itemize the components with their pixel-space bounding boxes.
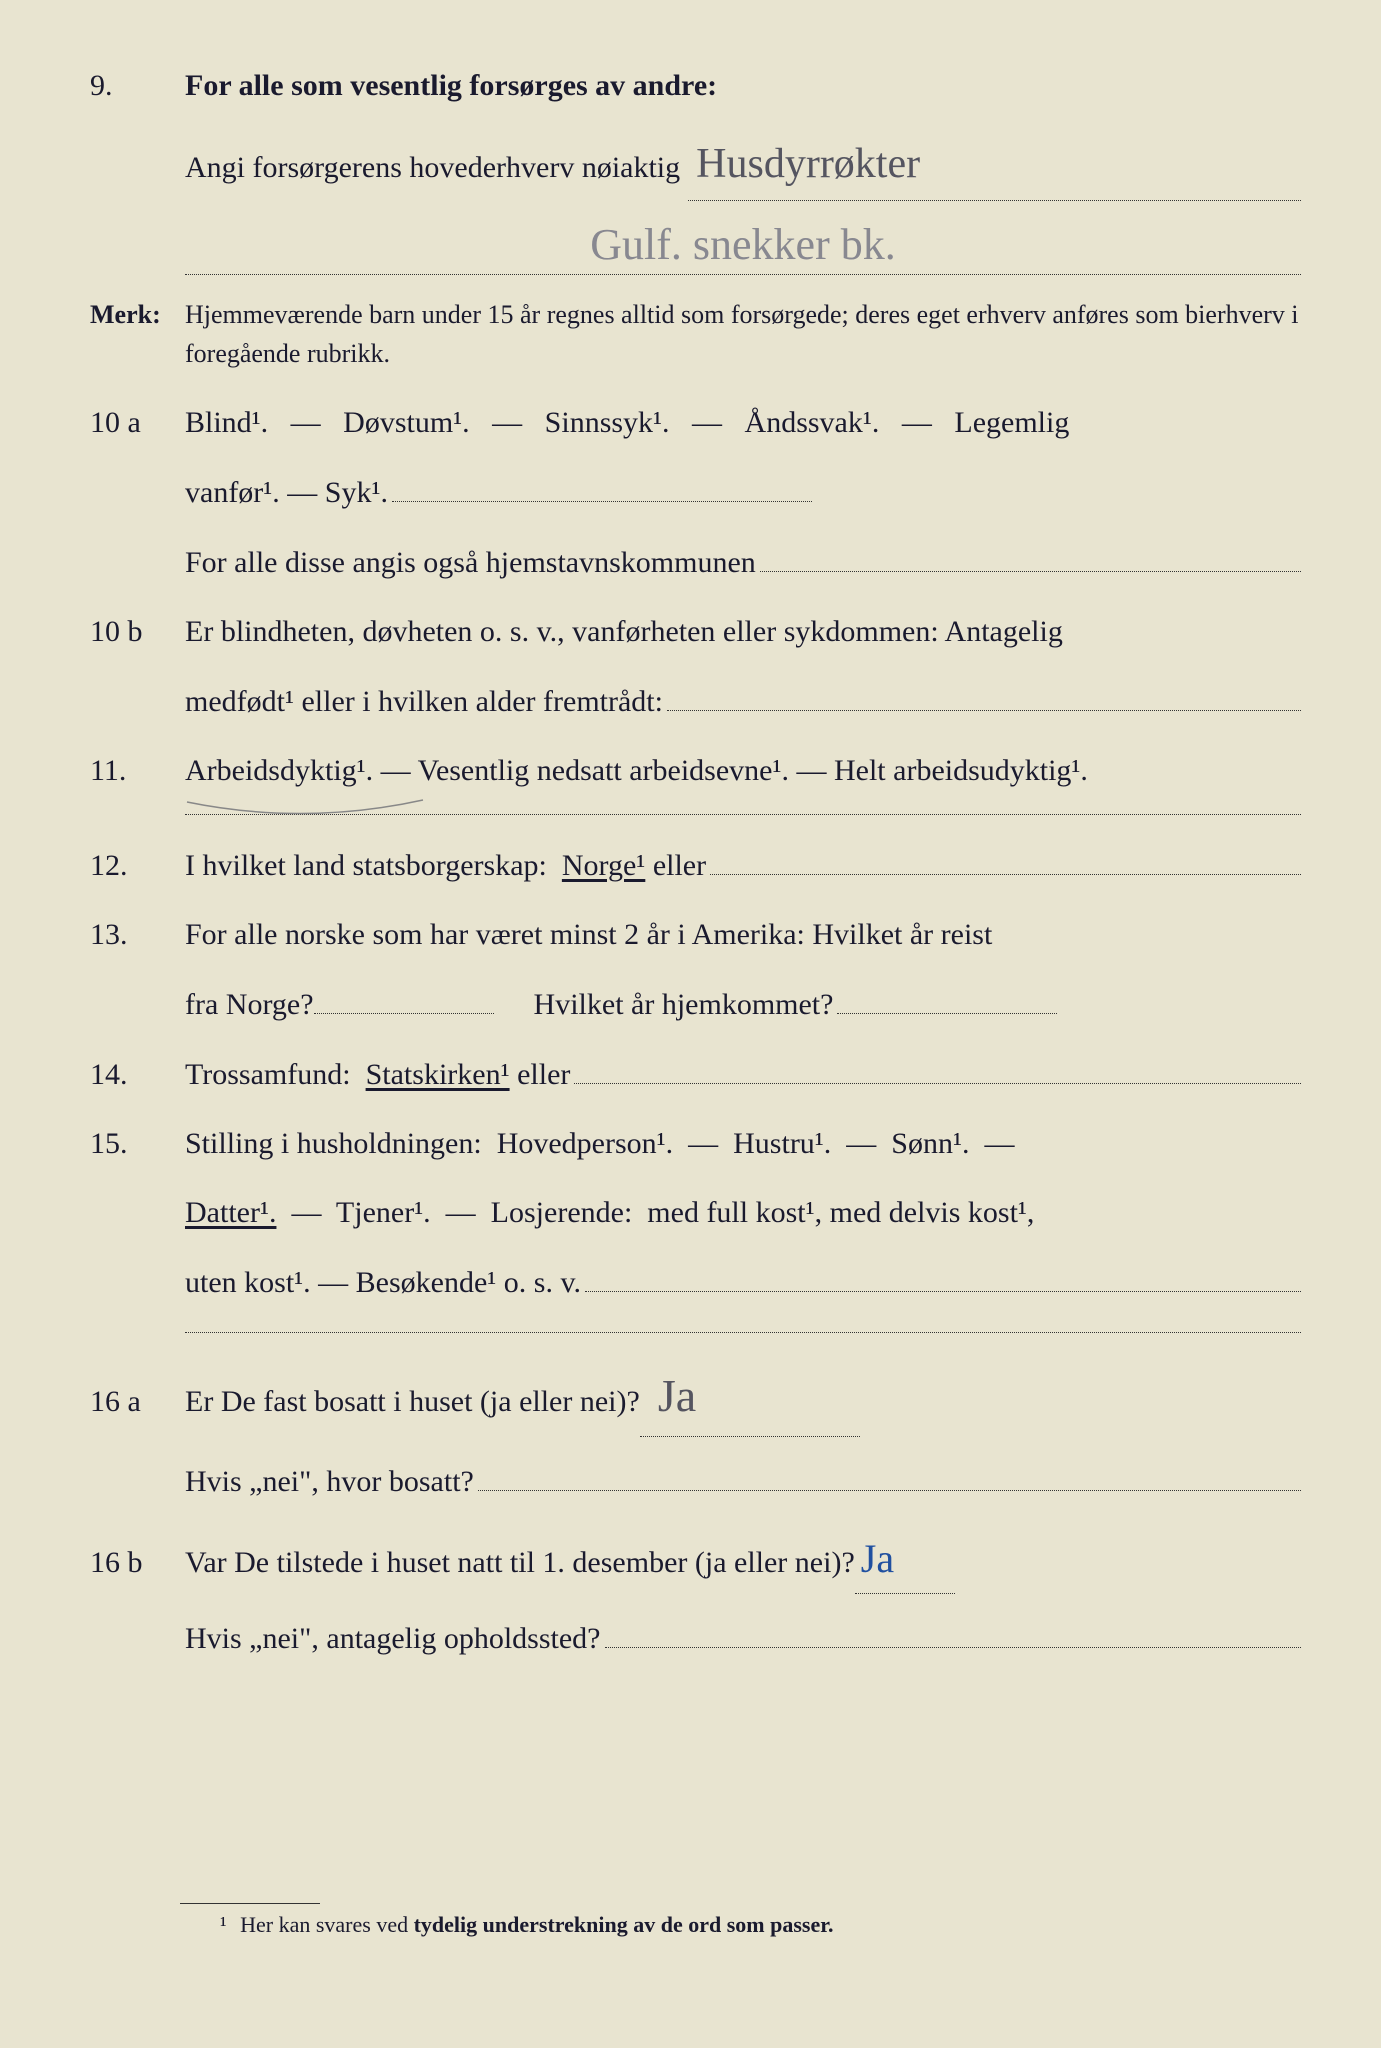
q12-number: 12. — [90, 840, 185, 891]
q15-number: 15. — [90, 1118, 185, 1169]
q14-blank — [574, 1048, 1301, 1084]
q16a-line2: Hvis „nei", hvor bosatt? — [185, 1456, 474, 1507]
q16b-row2: Hvis „nei", antagelig opholdssted? — [90, 1612, 1301, 1664]
q16b-number: 16 b — [90, 1537, 185, 1588]
q14-underlined: Statskirken¹ — [366, 1049, 510, 1100]
q13-line2b: Hvilket år hjemkommet? — [534, 979, 834, 1030]
q13-row1: 13. For alle norske som har været minst … — [90, 909, 1301, 960]
q16b-row1: 16 b Var De tilstede i huset natt til 1.… — [90, 1525, 1301, 1594]
q15-line2-rest: — Tjener¹. — Losjerende: med full kost¹,… — [276, 1196, 1034, 1229]
merk-text: Hjemmeværende barn under 15 år regnes al… — [185, 295, 1301, 373]
q10b-row1: 10 b Er blindheten, døvheten o. s. v., v… — [90, 606, 1301, 657]
q16b-blank — [605, 1612, 1302, 1648]
q9-row2: Angi forsørgerens hovederhverv nøiaktig … — [90, 129, 1301, 201]
q16a-row1: 16 a Er De fast bosatt i huset (ja eller… — [90, 1357, 1301, 1436]
q16b-line2: Hvis „nei", antagelig opholdssted? — [185, 1613, 601, 1664]
q15-row1: 15. Stilling i husholdningen: Hovedperso… — [90, 1118, 1301, 1169]
q9-row1: 9. For alle som vesentlig forsørges av a… — [90, 60, 1301, 111]
q10b-line1: Er blindheten, døvheten o. s. v., vanfør… — [185, 606, 1301, 657]
q10a-line3: For alle disse angis også hjemstavnskomm… — [185, 537, 756, 588]
census-form-page: 9. For alle som vesentlig forsørges av a… — [90, 60, 1301, 2008]
q15-line2-underlined: Datter¹. — [185, 1196, 276, 1229]
q9-handwritten-1: Husdyrrøkter — [688, 129, 928, 200]
q14-post: eller — [510, 1049, 571, 1100]
q12-blank — [710, 839, 1301, 875]
q10a-blank-1 — [392, 466, 812, 502]
q10a-row3: For alle disse angis også hjemstavnskomm… — [90, 536, 1301, 588]
q16b-line1: Var De tilstede i huset natt til 1. dese… — [185, 1537, 855, 1588]
divider-after-15 — [185, 1332, 1301, 1333]
q10b-line2: medfødt¹ eller i hvilken alder fremtrådt… — [185, 676, 663, 727]
q12-pre: I hvilket land statsborgerskap: — [185, 840, 562, 891]
q15-row2: Datter¹. — Tjener¹. — Losjerende: med fu… — [90, 1187, 1301, 1238]
curve-mark-icon — [185, 796, 425, 822]
q16a-blank — [478, 1455, 1301, 1491]
q12-post: eller — [645, 840, 706, 891]
q15-line3: uten kost¹. — Besøkende¹ o. s. v. — [185, 1257, 581, 1308]
q16a-row2: Hvis „nei", hvor bosatt? — [90, 1455, 1301, 1507]
q10a-blank-2 — [760, 536, 1301, 572]
q16a-line1: Er De fast bosatt i huset (ja eller nei)… — [185, 1376, 640, 1427]
q10a-line2: vanfør¹. — Syk¹. — [185, 467, 388, 518]
q10a-row2: vanfør¹. — Syk¹. — [90, 466, 1301, 518]
footnote-marker: ¹ — [220, 1912, 227, 1937]
q13-line2a: fra Norge? — [185, 979, 314, 1030]
q16a-handwritten: Ja — [650, 1357, 850, 1435]
q15-line1: Stilling i husholdningen: Hovedperson¹. … — [185, 1118, 1301, 1169]
q9-number: 9. — [90, 60, 185, 111]
q14-pre: Trossamfund: — [185, 1049, 366, 1100]
q12-underlined: Norge¹ — [562, 840, 645, 891]
q10b-row2: medfødt¹ eller i hvilken alder fremtrådt… — [90, 675, 1301, 727]
q14-row: 14. Trossamfund: Statskirken¹ eller — [90, 1048, 1301, 1100]
q10b-number: 10 b — [90, 606, 185, 657]
q14-number: 14. — [90, 1049, 185, 1100]
q13-row2: fra Norge? Hvilket år hjemkommet? — [90, 978, 1301, 1030]
q15-blank — [585, 1256, 1301, 1292]
q11-number: 11. — [90, 745, 185, 796]
q9-line1: For alle som vesentlig forsørges av andr… — [185, 60, 1301, 111]
q13-blank-2 — [837, 978, 1057, 1014]
q10a-row1: 10 a Blind¹. — Døvstum¹. — Sinnssyk¹. — … — [90, 397, 1301, 448]
q9-handwritten-2: Gulf. snekker bk. — [185, 219, 1301, 275]
q12-row: 12. I hvilket land statsborgerskap: Norg… — [90, 839, 1301, 891]
q10a-line1: Blind¹. — Døvstum¹. — Sinnssyk¹. — Åndss… — [185, 397, 1301, 448]
q10b-blank — [667, 675, 1301, 711]
q15-row3: uten kost¹. — Besøkende¹ o. s. v. — [90, 1256, 1301, 1308]
q13-blank-1 — [314, 978, 494, 1014]
merk-row: Merk: Hjemmeværende barn under 15 år reg… — [90, 295, 1301, 373]
footnote-rule — [180, 1903, 320, 1904]
q11-text: Arbeidsdyktig¹. — Vesentlig nedsatt arbe… — [185, 745, 1301, 796]
merk-label: Merk: — [90, 295, 185, 334]
footnote-area: ¹ Her kan svares ved tydelig understrekn… — [180, 1903, 1221, 1938]
divider-after-11 — [185, 814, 1301, 815]
q10a-number: 10 a — [90, 397, 185, 448]
q9-line2-label: Angi forsørgerens hovederhverv nøiaktig — [185, 142, 680, 193]
q13-line1: For alle norske som har været minst 2 år… — [185, 909, 1301, 960]
footnote-text: ¹ Her kan svares ved tydelig understrekn… — [180, 1912, 1221, 1938]
q16b-handwritten: Ja — [861, 1525, 894, 1593]
q11-row: 11. Arbeidsdyktig¹. — Vesentlig nedsatt … — [90, 745, 1301, 796]
q16a-number: 16 a — [90, 1376, 185, 1427]
q13-number: 13. — [90, 909, 185, 960]
